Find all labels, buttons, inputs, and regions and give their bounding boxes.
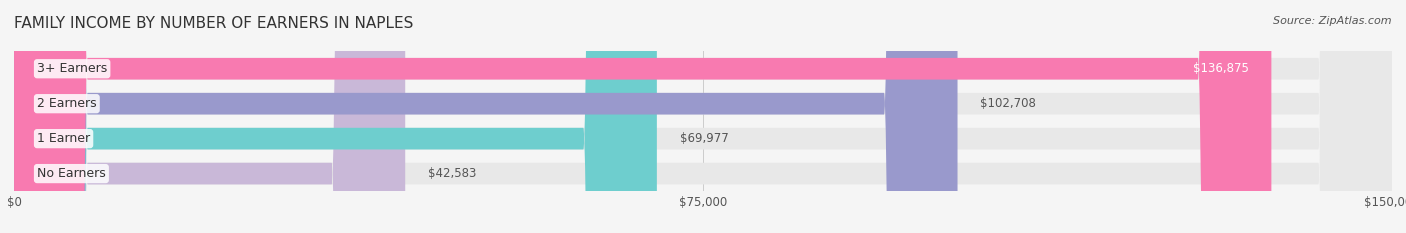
Text: No Earners: No Earners xyxy=(37,167,105,180)
FancyBboxPatch shape xyxy=(14,0,1392,233)
Text: FAMILY INCOME BY NUMBER OF EARNERS IN NAPLES: FAMILY INCOME BY NUMBER OF EARNERS IN NA… xyxy=(14,16,413,31)
FancyBboxPatch shape xyxy=(14,0,405,233)
FancyBboxPatch shape xyxy=(14,0,1392,233)
FancyBboxPatch shape xyxy=(14,0,957,233)
FancyBboxPatch shape xyxy=(14,0,1271,233)
Text: $69,977: $69,977 xyxy=(681,132,728,145)
Text: $102,708: $102,708 xyxy=(980,97,1036,110)
Text: 1 Earner: 1 Earner xyxy=(37,132,90,145)
FancyBboxPatch shape xyxy=(14,0,1392,233)
Text: $42,583: $42,583 xyxy=(429,167,477,180)
Text: $136,875: $136,875 xyxy=(1192,62,1249,75)
Text: 2 Earners: 2 Earners xyxy=(37,97,97,110)
Text: Source: ZipAtlas.com: Source: ZipAtlas.com xyxy=(1274,16,1392,26)
FancyBboxPatch shape xyxy=(14,0,657,233)
FancyBboxPatch shape xyxy=(14,0,1392,233)
Text: 3+ Earners: 3+ Earners xyxy=(37,62,107,75)
